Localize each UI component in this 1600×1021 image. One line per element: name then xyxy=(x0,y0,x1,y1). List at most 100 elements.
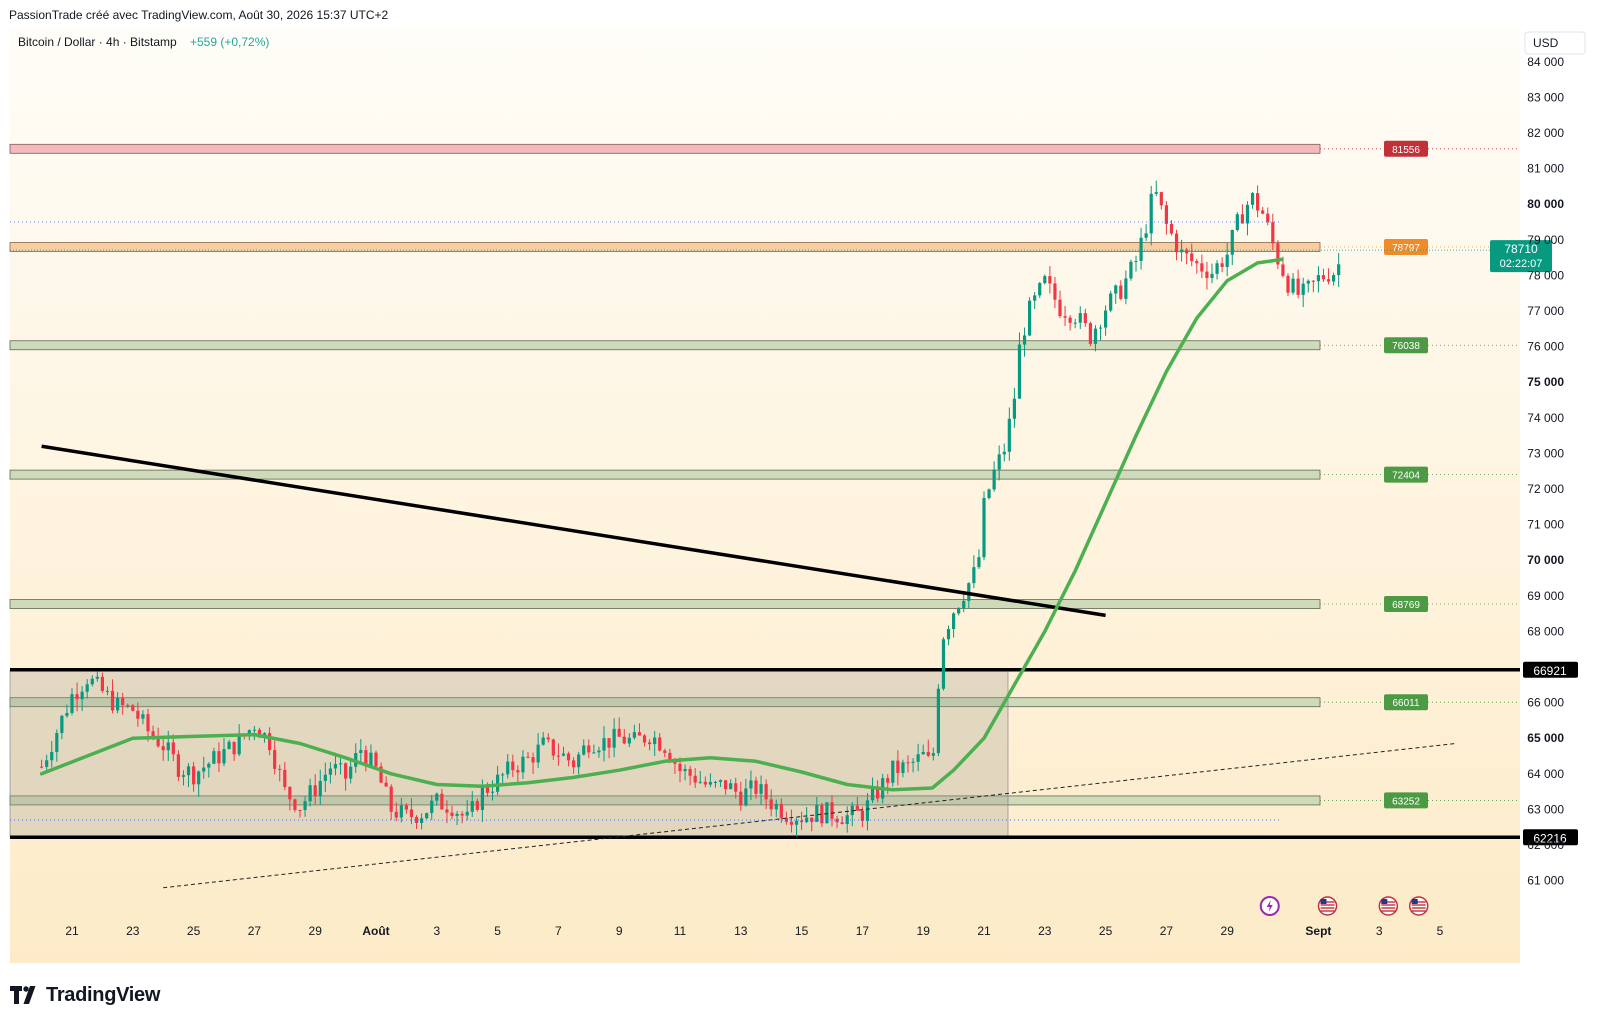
candle-body xyxy=(176,754,180,777)
candle-body xyxy=(734,783,738,792)
candle-body xyxy=(810,817,814,822)
candle-body xyxy=(318,780,322,797)
candle-body xyxy=(1154,192,1158,194)
candle-body xyxy=(749,780,753,789)
x-tick-label: 5 xyxy=(1437,924,1444,938)
candle-body xyxy=(1068,317,1072,323)
candle-body xyxy=(1195,261,1199,264)
candle-body xyxy=(906,762,910,764)
y-tick-label: 66 000 xyxy=(1527,696,1564,710)
candle-body xyxy=(703,781,707,785)
x-tick-label: 11 xyxy=(674,924,687,938)
candle-body xyxy=(977,557,981,568)
candle-body xyxy=(273,750,277,769)
candle-body xyxy=(1007,418,1011,452)
candle-body xyxy=(323,774,327,781)
candle-body xyxy=(759,784,763,794)
x-tick-label: 25 xyxy=(1099,924,1113,938)
y-tick-label: 83 000 xyxy=(1527,90,1564,104)
candle-body xyxy=(1002,451,1006,455)
candle-body xyxy=(455,813,459,816)
candle-body xyxy=(744,788,748,806)
candle-body xyxy=(349,766,353,779)
candle-body xyxy=(40,766,44,768)
zone-support xyxy=(9,599,1321,609)
zone-tag-label: 66011 xyxy=(1392,698,1420,709)
flag-canton xyxy=(1411,899,1418,904)
candle-body xyxy=(1200,263,1204,272)
candle-body xyxy=(916,754,920,762)
y-tick-label: 71 000 xyxy=(1527,518,1564,532)
candle-body xyxy=(952,613,956,630)
candle-body xyxy=(1286,275,1290,293)
candle-body xyxy=(105,690,110,692)
candle-body xyxy=(1083,313,1087,324)
y-tick-label: 75 000 xyxy=(1527,375,1564,389)
candle-body xyxy=(1119,285,1123,299)
candle-body xyxy=(136,710,140,719)
candle-body xyxy=(658,737,662,751)
candle-body xyxy=(313,785,317,797)
x-tick-label: 21 xyxy=(977,924,991,938)
candle-body xyxy=(470,801,474,812)
candle-body xyxy=(1332,275,1336,282)
candle-body xyxy=(1316,275,1320,282)
currency-label: USD xyxy=(1533,36,1559,50)
candle-body xyxy=(516,770,520,773)
x-tick-label: 9 xyxy=(616,924,623,938)
candle-body xyxy=(896,760,900,774)
candle-body xyxy=(718,780,723,782)
candle-body xyxy=(789,821,794,825)
footer-brand: TradingView xyxy=(46,983,161,1006)
candle-body xyxy=(627,737,631,744)
candle-body xyxy=(110,690,115,711)
candle-body xyxy=(485,786,490,793)
zone-tag-label: 81556 xyxy=(1392,145,1420,156)
x-tick-label: 29 xyxy=(309,924,323,938)
candle-body xyxy=(607,738,611,748)
candle-body xyxy=(891,760,895,783)
candle-body xyxy=(997,454,1001,470)
y-tick-label: 84 000 xyxy=(1527,55,1564,69)
candle-body xyxy=(338,763,343,765)
candle-body xyxy=(653,737,657,745)
candle-body xyxy=(926,752,930,756)
candle-body xyxy=(151,731,155,737)
candle-body xyxy=(404,805,408,810)
candle-body xyxy=(936,688,940,754)
candle-body xyxy=(257,729,262,738)
candle-body xyxy=(561,753,566,756)
candle-body xyxy=(774,803,778,810)
candle-body xyxy=(1073,322,1077,324)
y-tick-label: 68 000 xyxy=(1527,624,1564,638)
y-tick-label: 81 000 xyxy=(1527,162,1564,176)
candle-body xyxy=(171,742,175,755)
range-low-tag xyxy=(1523,829,1578,846)
candle-body xyxy=(1043,276,1047,284)
candle-body xyxy=(1093,328,1098,344)
candle-body xyxy=(217,751,221,764)
x-tick-label: 25 xyxy=(187,924,201,938)
candle-body xyxy=(825,802,829,824)
candle-body xyxy=(425,813,429,819)
candle-body xyxy=(1063,316,1067,318)
candle-body xyxy=(526,756,530,758)
candle-body xyxy=(673,761,677,764)
candle-body xyxy=(769,799,773,810)
candle-body xyxy=(688,768,692,776)
candle-body xyxy=(328,768,332,775)
candle-body xyxy=(754,780,758,794)
candle-body xyxy=(1210,273,1214,279)
candle-body xyxy=(232,741,236,755)
candle-body xyxy=(612,728,616,748)
zone-tag xyxy=(1384,792,1428,809)
candle-body xyxy=(268,733,272,751)
x-tick-label: 27 xyxy=(248,924,262,938)
y-tick-label: 70 000 xyxy=(1527,553,1564,567)
candle-body xyxy=(1205,271,1209,279)
candle-body xyxy=(511,761,515,771)
candle-body xyxy=(602,738,606,751)
currency-box[interactable] xyxy=(1524,31,1586,55)
